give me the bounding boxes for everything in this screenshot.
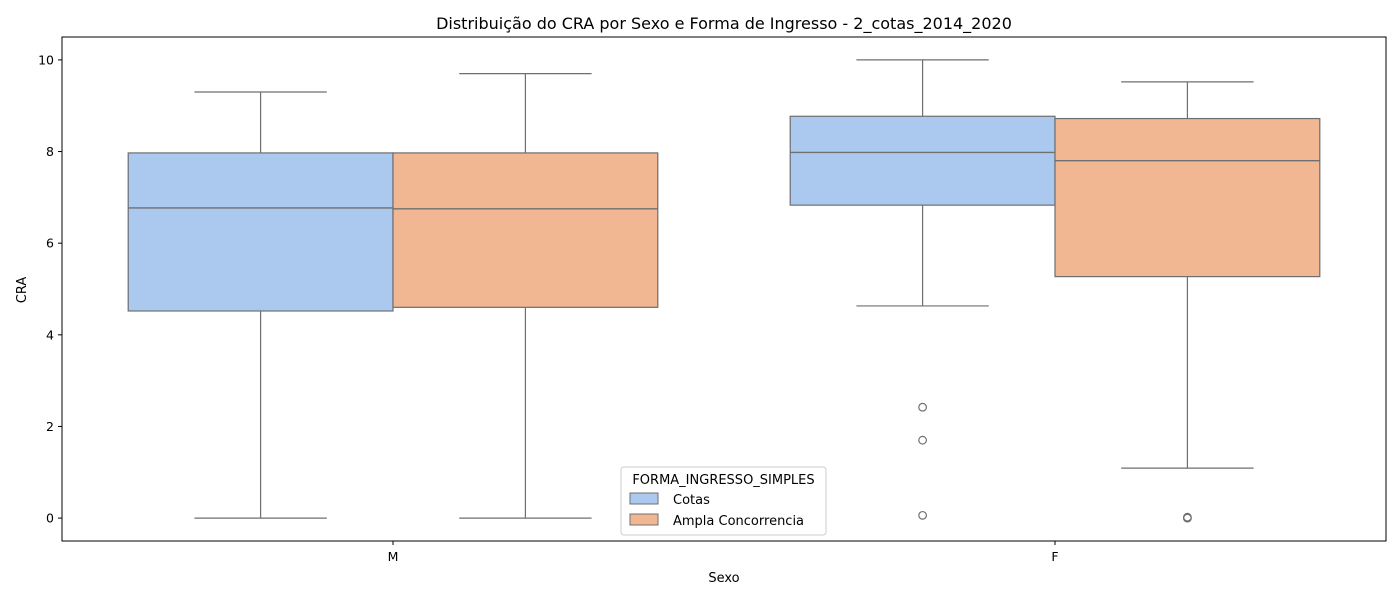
chart-title: Distribuição do CRA por Sexo e Forma de … — [436, 14, 1012, 34]
x-tick-label: M — [388, 549, 399, 564]
legend-label-ampla-concorrencia: Ampla Concorrencia — [673, 514, 804, 529]
box-iqr — [392, 152, 659, 308]
y-tick-label: 4 — [46, 327, 54, 342]
box-cotas-f — [789, 59, 1056, 520]
y-tick-label: 8 — [46, 144, 54, 159]
x-axis-label: Sexo — [708, 571, 739, 586]
legend-swatch-cotas — [629, 492, 659, 505]
box-iqr — [789, 115, 1056, 206]
box-iqr — [1054, 117, 1321, 278]
legend-title: FORMA_INGRESSO_SIMPLES — [632, 473, 814, 488]
outlier-point — [918, 510, 927, 520]
legend-label-cotas: Cotas — [673, 493, 710, 508]
legend-frame — [620, 466, 827, 536]
y-tick-label: 0 — [46, 511, 54, 526]
y-tick-label: 2 — [46, 419, 54, 434]
outlier-point — [1182, 512, 1192, 522]
box-series — [127, 59, 1321, 523]
y-tick-label: 6 — [46, 236, 54, 251]
outlier-point — [918, 402, 927, 412]
box-cotas-m — [127, 91, 394, 519]
y-axis: 0 2 4 6 8 10 — [38, 52, 62, 526]
legend-swatch-ampla-concorrencia — [629, 513, 659, 526]
legend: FORMA_INGRESSO_SIMPLES Cotas Ampla Conco… — [620, 466, 827, 536]
outlier-point — [918, 435, 927, 445]
y-axis-label: CRA — [15, 277, 30, 304]
x-tick-label: F — [1051, 549, 1058, 564]
box-iqr — [127, 152, 394, 312]
box-ampla-concorrencia-m — [392, 73, 659, 519]
y-tick-label: 10 — [38, 52, 54, 67]
box-ampla-concorrencia-f — [1054, 81, 1321, 523]
